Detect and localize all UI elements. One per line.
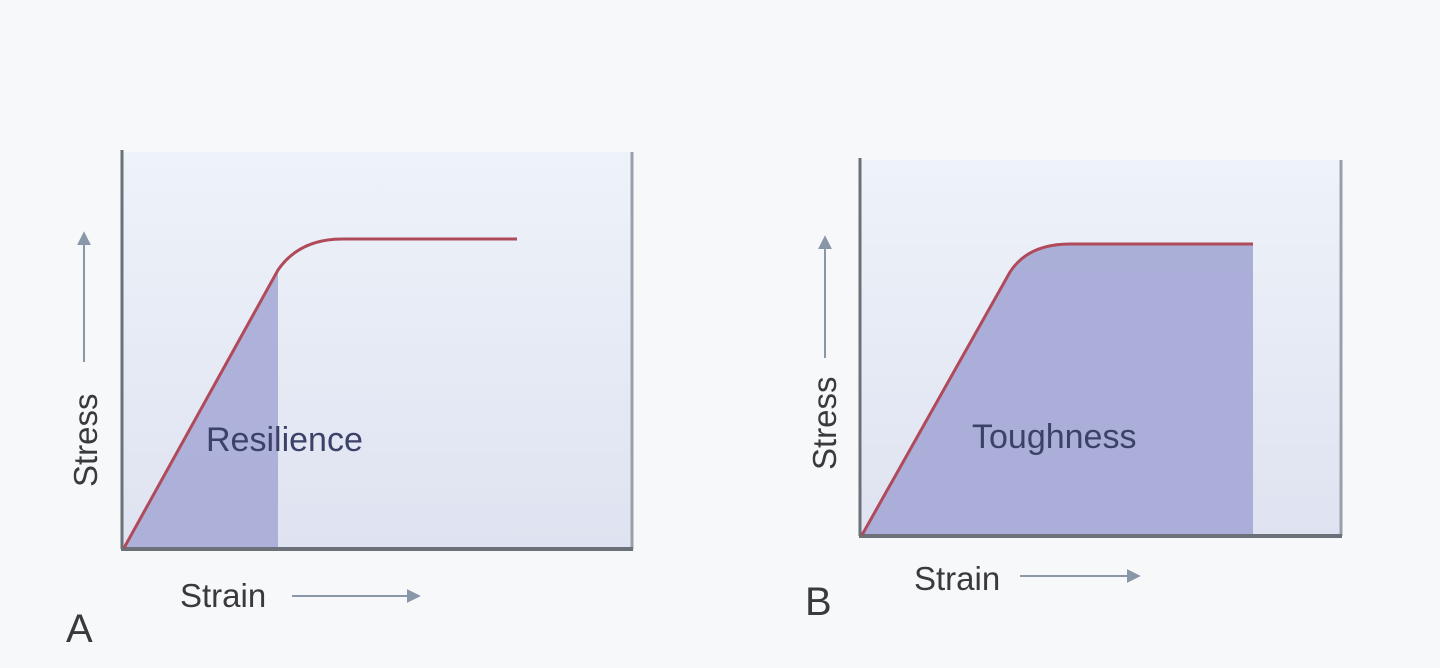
y-axis-label-b: Stress: [806, 376, 843, 470]
stress-strain-curve-b: [860, 242, 1253, 536]
toughness-label: Toughness: [972, 418, 1136, 456]
panel-letter-a: A: [66, 607, 93, 651]
x-axis-label-b: Strain: [914, 560, 1000, 597]
panel-a: Resilience Stress Strain A: [66, 150, 634, 651]
x-axis-label-a: Strain: [180, 577, 266, 614]
stress-strain-curve-a: [122, 237, 517, 549]
panel-b: Toughness Stress Strain B: [805, 158, 1343, 624]
toughness-shaded-area: [862, 244, 1253, 535]
y-axis-label-a: Stress: [67, 393, 104, 487]
panel-letter-b: B: [805, 580, 832, 624]
resilience-label: Resilience: [206, 421, 363, 459]
